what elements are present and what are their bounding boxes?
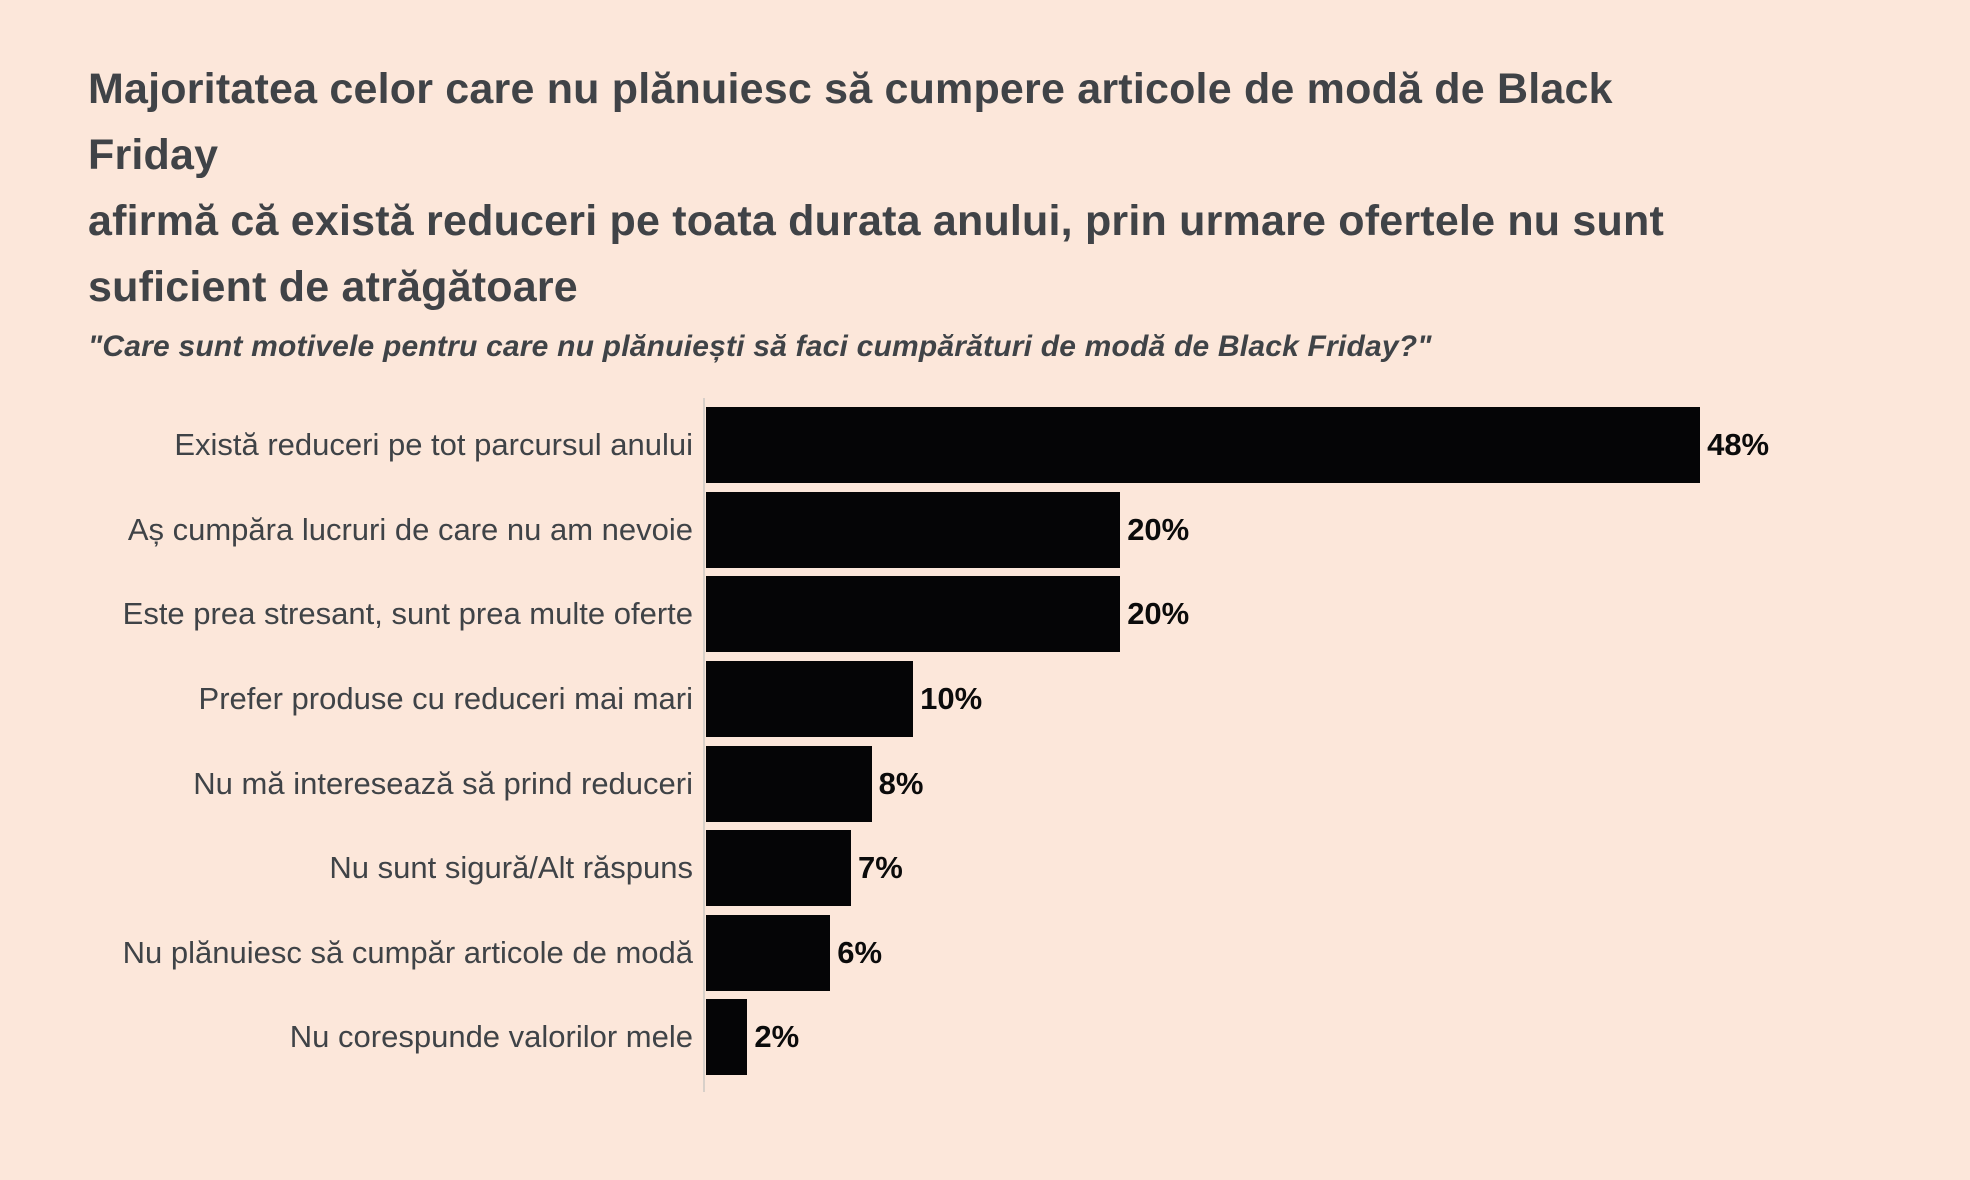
bar [706,661,914,738]
bar [706,830,851,907]
category-label: Nu mă interesează să prind reduceri [193,765,693,801]
category-label: Nu plănuiesc să cumpăr articole de modă [122,934,693,970]
bar-row: Este prea stresant, sunt prea multe ofer… [0,572,1970,657]
chart-title-line-3: suficient de atrăgătoare [88,263,578,311]
bar-value-label: 8% [878,765,924,801]
category-label: Prefer produse cu reduceri mai mari [198,681,693,717]
chart-subtitle: "Care sunt motivele pentru care nu plănu… [88,330,1432,363]
bar [706,999,748,1076]
category-label: Este prea stresant, sunt prea multe ofer… [122,596,693,632]
bar [706,914,831,991]
bar-chart: Există reduceri pe tot parcursul anului … [0,403,1970,1080]
bar-value-label: 20% [1127,596,1190,632]
chart-title: Majoritatea celor care nu plănuiesc să c… [88,56,1688,320]
bar-value-label: 10% [920,681,983,717]
y-axis-line [703,398,705,1092]
bar-value-label: 7% [857,850,903,886]
category-label: Nu corespunde valorilor mele [289,1019,693,1055]
bar-row: Nu sunt sigură/Alt răspuns 7% [0,826,1970,911]
bar-value-label: 6% [837,934,883,970]
bar-row: Există reduceri pe tot parcursul anului … [0,403,1970,488]
bar-row: Aș cumpăra lucruri de care nu am nevoie … [0,488,1970,573]
bar-row: Prefer produse cu reduceri mai mari 10% [0,657,1970,742]
category-label: Nu sunt sigură/Alt răspuns [329,850,693,886]
category-label: Aș cumpăra lucruri de care nu am nevoie [127,511,693,547]
bar [706,576,1121,653]
bar-value-label: 2% [754,1019,800,1055]
category-label: Există reduceri pe tot parcursul anului [174,427,693,463]
bar-value-label: 48% [1707,427,1770,463]
chart-title-line-2: afirmă că există reduceri pe toata durat… [88,197,1664,245]
bar-row: Nu corespunde valorilor mele 2% [0,995,1970,1080]
bar [706,745,872,822]
chart-title-line-1: Majoritatea celor care nu plănuiesc să c… [88,65,1613,179]
bar-row: Nu plănuiesc să cumpăr articole de modă … [0,911,1970,996]
bar-row: Nu mă interesează să prind reduceri 8% [0,741,1970,826]
bar-value-label: 20% [1127,511,1190,547]
bar [706,491,1121,568]
bar [706,407,1701,484]
